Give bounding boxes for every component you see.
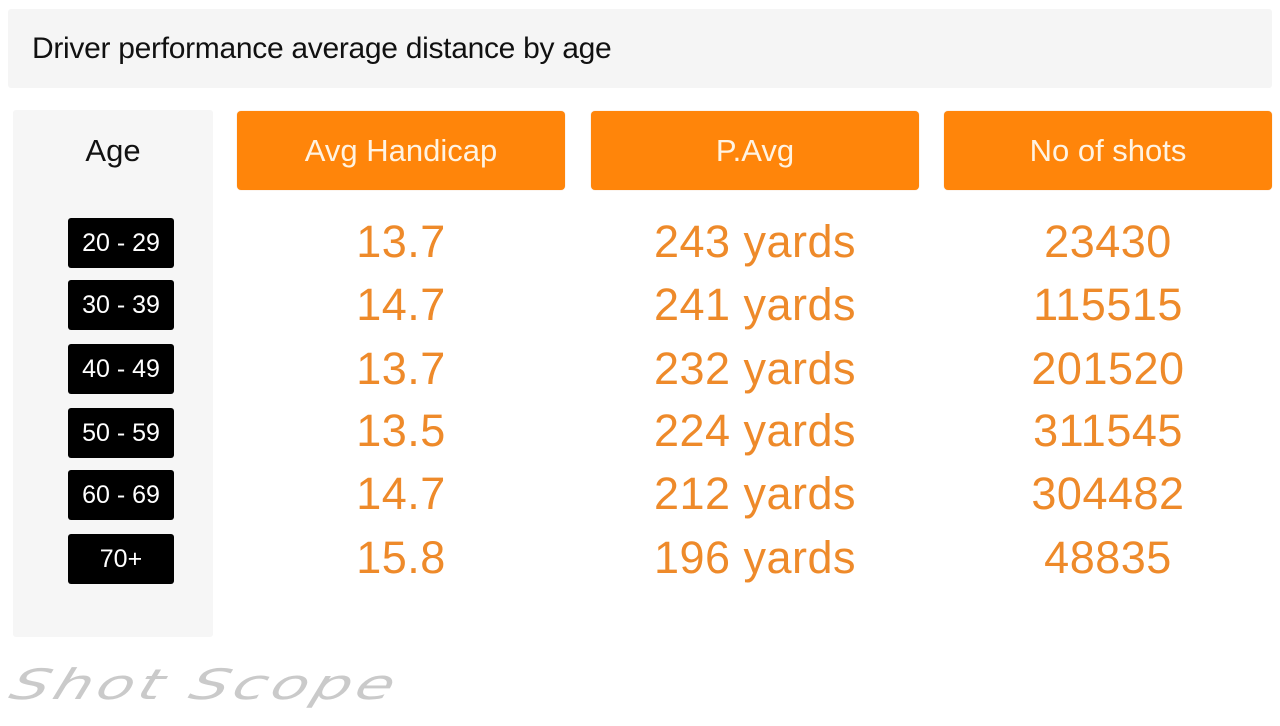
age-badge: 20 - 29 <box>68 218 174 268</box>
cell-avg-handicap: 13.7 <box>356 216 446 267</box>
cell-no-of-shots: 304482 <box>1031 468 1185 519</box>
cell-avg-handicap: 13.7 <box>356 343 446 394</box>
age-badge: 60 - 69 <box>68 470 174 520</box>
column-header-p-avg: P.Avg <box>591 111 919 190</box>
age-badge: 30 - 39 <box>68 280 174 330</box>
cell-p-avg: 224 yards <box>653 405 857 456</box>
chart-title: Driver performance average distance by a… <box>32 31 612 65</box>
cell-p-avg: 243 yards <box>653 216 857 267</box>
age-column-header: Age <box>85 133 141 168</box>
cell-no-of-shots: 311545 <box>1033 405 1183 456</box>
cell-no-of-shots: 23430 <box>1044 216 1172 267</box>
age-badge: 50 - 59 <box>68 408 174 458</box>
title-bar: Driver performance average distance by a… <box>8 9 1272 88</box>
cell-p-avg: 241 yards <box>653 279 857 330</box>
age-badge: 40 - 49 <box>68 344 174 394</box>
cell-no-of-shots: 115515 <box>1033 279 1183 330</box>
cell-avg-handicap: 14.7 <box>356 468 446 519</box>
cell-avg-handicap: 15.8 <box>356 532 446 583</box>
age-column-panel: Age 20 - 29 30 - 39 40 - 49 50 - 59 60 -… <box>13 110 213 637</box>
cell-avg-handicap: 14.7 <box>356 279 446 330</box>
age-badge: 70+ <box>68 534 174 584</box>
cell-p-avg: 196 yards <box>653 532 857 583</box>
column-header-avg-handicap: Avg Handicap <box>237 111 565 190</box>
column-header-no-of-shots: No of shots <box>944 111 1272 190</box>
cell-no-of-shots: 201520 <box>1031 343 1185 394</box>
cell-avg-handicap: 13.5 <box>356 405 446 456</box>
cell-p-avg: 232 yards <box>653 343 857 394</box>
cell-p-avg: 212 yards <box>653 468 857 519</box>
cell-no-of-shots: 48835 <box>1044 532 1172 583</box>
shot-scope-logo: Shot Scope <box>4 660 407 709</box>
